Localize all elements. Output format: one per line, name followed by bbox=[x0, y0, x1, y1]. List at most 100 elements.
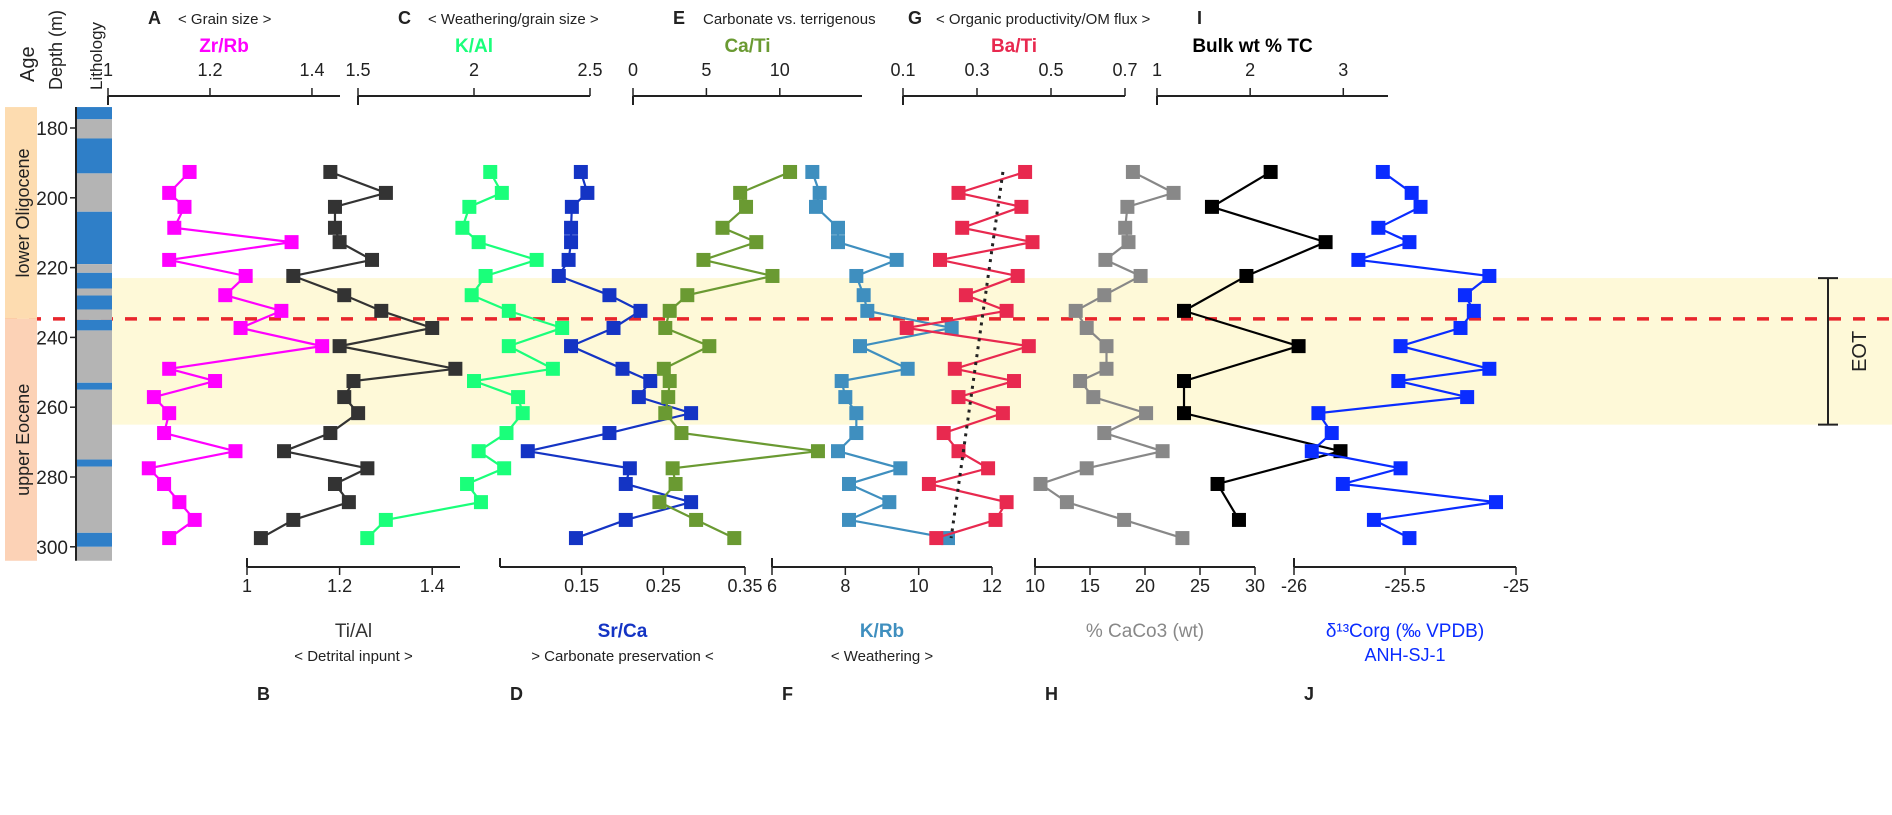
data-point bbox=[1117, 512, 1132, 527]
data-point bbox=[1018, 164, 1033, 179]
data-point bbox=[834, 374, 849, 389]
data-point bbox=[1375, 164, 1390, 179]
data-point bbox=[1402, 531, 1417, 546]
data-point bbox=[473, 495, 488, 510]
lithology-layer bbox=[77, 382, 112, 390]
data-point bbox=[1068, 303, 1083, 318]
data-point bbox=[274, 303, 289, 318]
data-point bbox=[618, 476, 633, 491]
data-point bbox=[1393, 461, 1408, 476]
x-tick-label: 0.25 bbox=[646, 576, 681, 596]
data-point bbox=[425, 320, 440, 335]
axis-title: Bulk wt % TC bbox=[1192, 36, 1313, 57]
data-point bbox=[1351, 252, 1366, 267]
data-point bbox=[929, 531, 944, 546]
data-point bbox=[999, 495, 1014, 510]
data-point bbox=[162, 185, 177, 200]
data-point bbox=[749, 235, 764, 250]
data-point bbox=[838, 390, 853, 405]
data-point bbox=[606, 320, 621, 335]
series-line bbox=[260, 170, 456, 540]
data-point bbox=[1097, 288, 1112, 303]
panel-note: > Carbonate preservation < bbox=[531, 648, 714, 665]
depth-tick-label: 300 bbox=[36, 538, 68, 559]
data-point bbox=[332, 339, 347, 354]
data-point bbox=[1333, 444, 1348, 459]
x-tick-label: -25.5 bbox=[1384, 576, 1425, 596]
age-label: lower Oligocene bbox=[13, 148, 33, 277]
lithology-layer bbox=[77, 532, 112, 547]
data-point bbox=[882, 495, 897, 510]
data-point bbox=[378, 185, 393, 200]
data-point bbox=[1021, 339, 1036, 354]
data-point bbox=[483, 164, 498, 179]
x-tick-label: 1.2 bbox=[197, 60, 222, 80]
data-point bbox=[360, 461, 375, 476]
x-tick-label: 0.15 bbox=[564, 576, 599, 596]
data-point bbox=[1059, 495, 1074, 510]
data-point bbox=[208, 374, 223, 389]
data-point bbox=[661, 390, 676, 405]
data-point bbox=[374, 303, 389, 318]
data-point bbox=[933, 252, 947, 267]
data-point bbox=[1007, 374, 1021, 389]
data-point bbox=[955, 220, 970, 235]
series-line bbox=[1038, 170, 1183, 540]
data-point bbox=[162, 531, 177, 546]
age-band bbox=[5, 107, 37, 319]
eot-bracket bbox=[1818, 277, 1838, 426]
panel-note: < Grain size > bbox=[178, 11, 272, 28]
panel-letter: I bbox=[1197, 8, 1202, 28]
data-point bbox=[141, 461, 156, 476]
x-tick-label: 0 bbox=[628, 60, 638, 80]
data-point bbox=[684, 406, 699, 421]
lithology-layer bbox=[77, 295, 112, 310]
data-point bbox=[951, 444, 966, 459]
lithology-layer bbox=[77, 272, 112, 289]
data-point bbox=[831, 444, 845, 459]
series-line bbox=[657, 170, 819, 540]
data-point bbox=[1489, 495, 1504, 510]
axis-subtitle: ANH-SJ-1 bbox=[1364, 645, 1445, 665]
data-point bbox=[643, 374, 658, 389]
eot-label: EOT bbox=[1849, 331, 1871, 372]
data-point bbox=[187, 512, 202, 527]
x-tick-label: 0.1 bbox=[890, 60, 915, 80]
data-point bbox=[233, 320, 248, 335]
x-tick-label: 5 bbox=[701, 60, 711, 80]
panel-note: < Organic productivity/OM flux > bbox=[936, 11, 1150, 28]
data-point bbox=[958, 288, 973, 303]
data-point bbox=[900, 361, 915, 376]
data-point bbox=[849, 406, 864, 421]
data-point bbox=[162, 406, 177, 421]
series-line bbox=[811, 171, 952, 540]
age-header: Age bbox=[17, 46, 39, 82]
lithology-layer bbox=[77, 389, 112, 460]
data-point bbox=[1073, 374, 1088, 389]
data-point bbox=[981, 461, 996, 476]
data-point bbox=[564, 339, 579, 354]
panel-letter: F bbox=[782, 684, 793, 704]
data-point bbox=[652, 495, 667, 510]
panel-letter: H bbox=[1045, 684, 1058, 704]
data-point bbox=[995, 406, 1010, 421]
data-point bbox=[1311, 406, 1326, 421]
data-point bbox=[1324, 426, 1339, 441]
data-point bbox=[889, 252, 904, 267]
data-point bbox=[1097, 426, 1112, 441]
x-tick-label: 0.5 bbox=[1038, 60, 1063, 80]
axis-title: Zr/Rb bbox=[199, 36, 249, 57]
data-point bbox=[555, 320, 570, 335]
data-point bbox=[1371, 220, 1386, 235]
data-point bbox=[501, 303, 516, 318]
data-point bbox=[665, 461, 680, 476]
data-point bbox=[1121, 235, 1136, 250]
data-point bbox=[715, 220, 730, 235]
depth-tick-label: 220 bbox=[36, 259, 68, 280]
data-point bbox=[849, 268, 864, 283]
data-point bbox=[564, 199, 579, 214]
data-point bbox=[662, 374, 677, 389]
data-point bbox=[520, 444, 535, 459]
data-point bbox=[951, 390, 966, 405]
data-point bbox=[1086, 390, 1101, 405]
